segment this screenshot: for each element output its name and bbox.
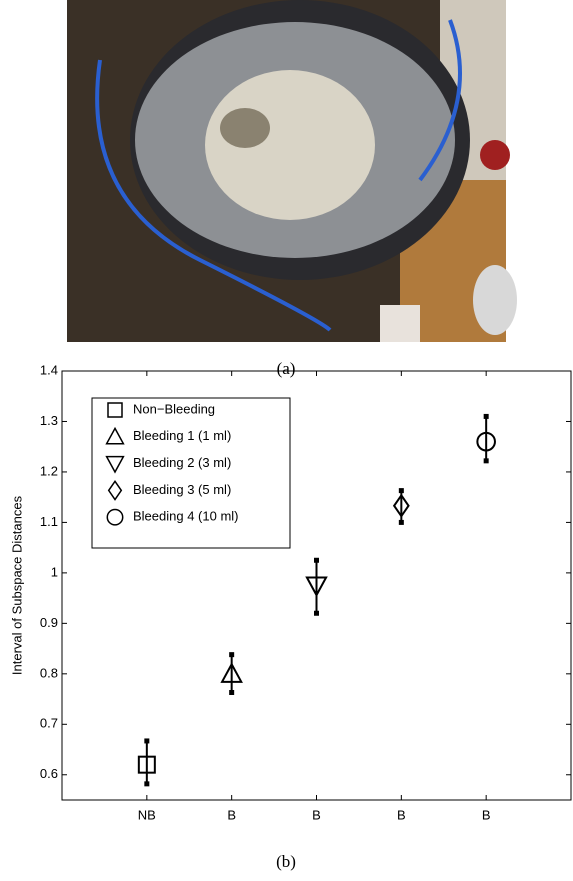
legend-label: Non−Bleeding (133, 401, 215, 416)
legend-marker (107, 402, 123, 418)
error-cap (314, 610, 319, 616)
y-tick-label: 1.2 (40, 463, 58, 478)
y-tick-label: 1 (51, 564, 58, 579)
legend-marker (107, 479, 123, 501)
legend-marker (106, 508, 124, 526)
y-tick-label: 0.9 (40, 615, 58, 630)
error-cap (483, 458, 489, 464)
y-axis-label: Interval of Subspace Distances (9, 495, 24, 675)
x-tick-label: B (397, 807, 406, 822)
error-cap (229, 689, 235, 695)
y-tick-label: 1.4 (40, 362, 58, 377)
data-point (137, 755, 156, 774)
error-cap (398, 519, 404, 525)
error-cap (483, 413, 489, 419)
caption: (b) (276, 852, 296, 871)
y-tick-label: 1.3 (40, 413, 58, 428)
legend-label: Bleeding 4 (10 ml) (133, 509, 239, 524)
y-tick-label: 0.8 (40, 665, 58, 680)
caption: (a) (277, 359, 296, 378)
y-tick-label: 0.7 (40, 716, 58, 731)
x-tick-label: NB (138, 807, 156, 822)
error-cap (314, 557, 319, 563)
photo (67, 0, 517, 342)
legend-box (91, 397, 291, 549)
x-tick-label: B (312, 807, 321, 822)
error-cap (144, 781, 150, 787)
error-cap (229, 652, 235, 658)
y-tick-label: 0.6 (40, 766, 58, 781)
data-point (220, 662, 243, 683)
x-tick-label: B (227, 807, 236, 822)
data-point (392, 493, 410, 518)
legend-label: Bleeding 2 (3 ml) (133, 455, 231, 470)
legend-marker (105, 426, 125, 445)
x-tick-label: B (482, 807, 491, 822)
error-cap (144, 738, 150, 744)
y-tick-label: 1.1 (40, 514, 58, 529)
data-point (476, 431, 496, 452)
error-cap (398, 488, 404, 494)
legend-label: Bleeding 3 (5 ml) (133, 482, 231, 497)
legend-marker (105, 455, 125, 474)
legend-label: Bleeding 1 (1 ml) (133, 428, 231, 443)
data-point (305, 576, 328, 598)
